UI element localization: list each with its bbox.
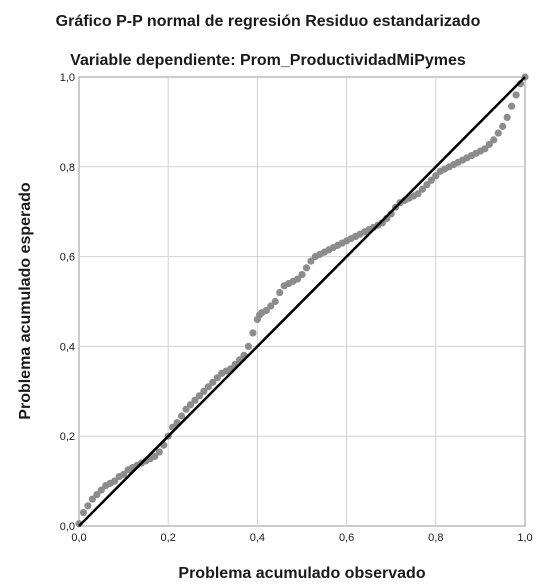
data-point [298,270,306,279]
data-point [186,401,195,409]
data-point [151,452,159,461]
data-point [271,297,279,306]
data-point [414,190,422,198]
y-tick-label: 0,0 [60,521,75,533]
data-point [423,181,431,189]
data-point [111,477,119,485]
chart-subtitle: Variable dependiente: Prom_Productividad… [70,52,466,69]
data-point [244,342,253,350]
y-tick-label: 0,6 [60,252,75,264]
data-point [512,91,520,99]
data-point [97,486,105,494]
chart-title: Gráfico P-P normal de regresión Residuo … [56,13,481,30]
data-point [195,392,204,400]
y-tick-label: 0,2 [60,431,75,443]
data-point [262,306,270,315]
x-tick-label: 0,4 [250,532,265,544]
x-tick-label: 0,6 [339,532,354,544]
x-axis-label: Problema acumulado observado [178,565,425,582]
data-point [267,302,275,310]
x-tick-label: 0,8 [428,532,443,544]
data-point [485,140,493,148]
reference-line [78,76,526,527]
data-point [204,383,212,391]
data-point [182,405,190,413]
y-tick-label: 0,4 [60,341,75,353]
data-point [293,275,302,283]
data-point [200,387,208,395]
y-tick-label: 1,0 [60,72,75,84]
y-axis-label: Problema acumulado esperado [17,182,34,420]
y-axis-ticks: 0,0 0,2 0,4 0,6 0,8 1,0 [60,72,75,533]
data-point [503,113,511,122]
data-point [84,502,92,510]
data-point [209,378,217,386]
data-point [494,129,502,137]
grid-lines [79,77,525,526]
data-point [177,412,186,420]
x-tick-label: 1,0 [517,532,532,544]
data-point [276,288,284,297]
data-point [213,374,221,382]
x-axis-ticks: 0,0 0,2 0,4 0,6 0,8 1,0 [71,532,532,544]
data-point [508,102,516,110]
data-point [120,470,128,478]
data-point [307,257,315,265]
data-point [427,176,435,184]
data-point [155,448,163,456]
x-tick-label: 0,2 [161,532,176,544]
data-point [249,329,257,337]
data-point [88,495,96,503]
data-point [302,264,311,272]
data-point [432,172,440,180]
data-point [490,136,498,144]
x-tick-label: 0,0 [71,532,86,544]
data-point [418,185,427,193]
data-point [93,490,101,499]
y-tick-label: 0,8 [60,162,75,174]
data-point [191,396,199,404]
data-point [499,122,507,130]
data-point [481,145,489,153]
data-point [79,508,88,517]
